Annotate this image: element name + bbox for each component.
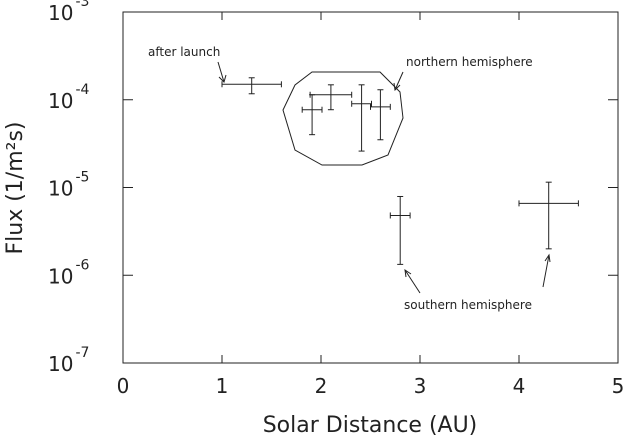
y-tick-base: 10 bbox=[48, 352, 73, 376]
y-tick-label: 10 -6 bbox=[48, 257, 90, 288]
y-tick-exponent: -7 bbox=[75, 345, 89, 361]
y-tick-label: 10 -3 bbox=[48, 0, 89, 25]
arrow bbox=[404, 269, 421, 294]
y-tick-exponent: -6 bbox=[75, 257, 89, 273]
y-tick-label: 10 -4 bbox=[48, 82, 90, 113]
x-tick-label: 0 bbox=[117, 374, 130, 398]
annotation: southern hemisphere bbox=[404, 298, 532, 312]
x-tick-label: 4 bbox=[513, 374, 526, 398]
x-axis-label: Solar Distance (AU) bbox=[263, 413, 478, 438]
annotation: northern hemisphere bbox=[406, 55, 533, 69]
y-tick-exponent: -4 bbox=[75, 82, 89, 98]
arrow-head bbox=[544, 253, 551, 263]
arrow bbox=[217, 61, 225, 83]
y-tick-exponent: -3 bbox=[75, 0, 89, 10]
arrow-head bbox=[404, 268, 412, 278]
arrow-head bbox=[218, 74, 227, 83]
x-tick-label: 5 bbox=[612, 374, 624, 398]
x-tick-label: 1 bbox=[216, 374, 229, 398]
x-tick-label: 2 bbox=[315, 374, 328, 398]
arrow-head bbox=[393, 82, 401, 92]
y-tick-label: 10 -7 bbox=[48, 345, 89, 376]
y-tick-base: 10 bbox=[48, 264, 73, 288]
arrow bbox=[542, 254, 550, 288]
y-tick-exponent: -5 bbox=[75, 170, 89, 186]
y-axis-label: Flux (1/m²s) bbox=[3, 121, 28, 254]
y-tick-base: 10 bbox=[48, 1, 73, 25]
x-tick-label: 3 bbox=[414, 374, 427, 398]
arrow bbox=[394, 71, 404, 91]
annotation: after launch bbox=[148, 45, 220, 59]
plot-frame bbox=[122, 11, 619, 364]
northern-outline bbox=[282, 71, 404, 166]
y-tick-base: 10 bbox=[48, 177, 73, 201]
y-tick-base: 10 bbox=[48, 89, 73, 113]
y-tick-label: 10 -5 bbox=[48, 170, 89, 201]
